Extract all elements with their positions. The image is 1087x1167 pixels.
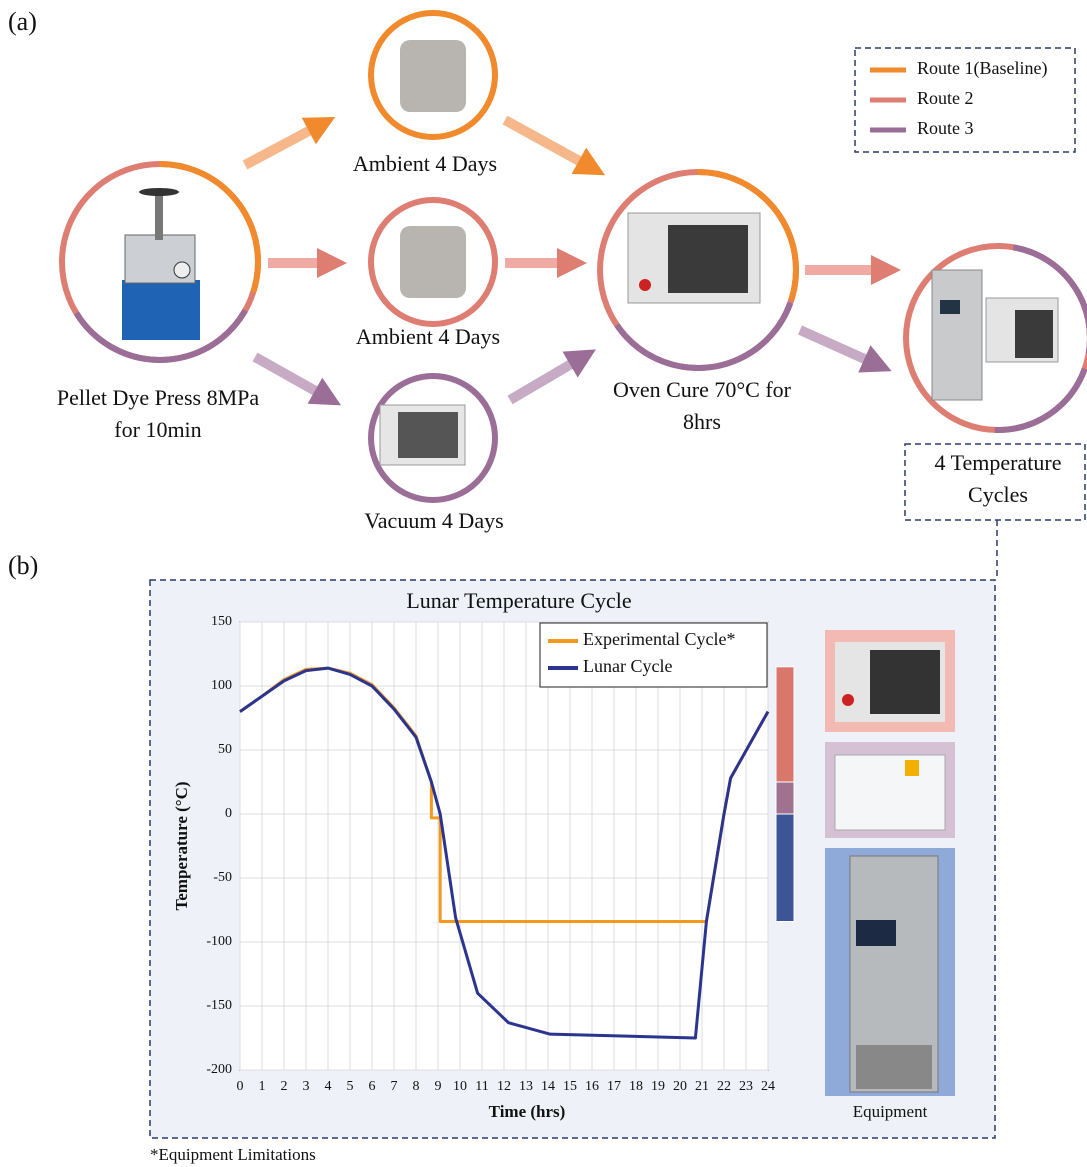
arrows (245, 120, 886, 400)
x-tick-label: 9 (435, 1079, 442, 1094)
x-tick-label: 11 (475, 1079, 488, 1094)
x-tick-label: 14 (541, 1079, 555, 1094)
x-tick-label: 0 (237, 1079, 244, 1094)
x-tick-label: 3 (303, 1079, 310, 1094)
x-tick-label: 18 (629, 1079, 643, 1094)
legend-label: Lunar Cycle (583, 656, 672, 676)
x-tick-label: 23 (739, 1079, 753, 1094)
x-tick-label: 2 (281, 1079, 288, 1094)
panel-label: (a) (8, 7, 37, 36)
y-tick-label: -200 (206, 1062, 232, 1077)
x-tick-label: 24 (761, 1079, 775, 1094)
temperature-band (776, 814, 794, 922)
temperature-band (776, 667, 794, 782)
y-tick-label: -100 (206, 934, 232, 949)
y-tick-label: 100 (211, 678, 232, 693)
equipment-pictures: Equipment (825, 630, 955, 1121)
legend-label: Route 1(Baseline) (917, 58, 1047, 79)
chart-title: Lunar Temperature Cycle (406, 588, 631, 613)
node-labels: Pellet Dye Press 8MPa for 10min Ambient … (57, 151, 1085, 533)
legend-label: Route 2 (917, 88, 974, 108)
bands (776, 667, 794, 922)
x-tick-label: 20 (673, 1079, 687, 1094)
node-label: Ambient 4 Days (353, 151, 497, 176)
temperature-band (776, 782, 794, 814)
x-tick-label: 1 (259, 1079, 266, 1094)
node-label: Vacuum 4 Days (364, 508, 503, 533)
x-tick-label: 19 (651, 1079, 665, 1094)
node-label: 4 Temperature (935, 450, 1062, 475)
node-label: for 10min (114, 417, 201, 442)
y-tick-label: -150 (206, 998, 232, 1013)
y-tick-label: -50 (213, 870, 232, 885)
x-tick-label: 15 (563, 1079, 577, 1094)
y-axis-label: Temperature (°C) (172, 781, 191, 910)
node-label: Cycles (968, 482, 1028, 507)
legend-label: Experimental Cycle* (583, 629, 735, 649)
equipment-label: Equipment (853, 1102, 928, 1121)
footnote: *Equipment Limitations (150, 1145, 316, 1164)
figure: (a) Pellet Dye Press 8MPa for 10min Ambi… (0, 0, 1087, 1167)
y-tick-label: 150 (211, 614, 232, 629)
x-tick-label: 10 (453, 1079, 467, 1094)
node-label: Ambient 4 Days (356, 324, 500, 349)
x-tick-label: 21 (695, 1079, 709, 1094)
x-tick-label: 22 (717, 1079, 731, 1094)
x-tick-label: 6 (369, 1079, 376, 1094)
x-tick-label: 7 (391, 1079, 398, 1094)
x-tick-label: 8 (413, 1079, 420, 1094)
node-label: Pellet Dye Press 8MPa (57, 385, 260, 410)
x-axis-label: Time (hrs) (489, 1102, 566, 1121)
legend: Route 1(Baseline) Route 2 Route 3 (855, 48, 1075, 152)
x-tick-label: 17 (607, 1079, 621, 1094)
x-tick-label: 16 (585, 1079, 599, 1094)
legend: Experimental Cycle* Lunar Cycle (540, 623, 767, 687)
panel-label: (b) (8, 551, 38, 580)
node-label: Oven Cure 70°C for (613, 377, 792, 402)
legend-label: Route 3 (917, 118, 974, 138)
x-tick-label: 12 (497, 1079, 511, 1094)
node-label: 8hrs (683, 409, 721, 434)
y-tick-label: 50 (218, 742, 232, 757)
x-tick-label: 13 (519, 1079, 533, 1094)
y-tick-label: 0 (225, 806, 232, 821)
x-tick-label: 5 (347, 1079, 354, 1094)
x-tick-label: 4 (325, 1079, 332, 1094)
